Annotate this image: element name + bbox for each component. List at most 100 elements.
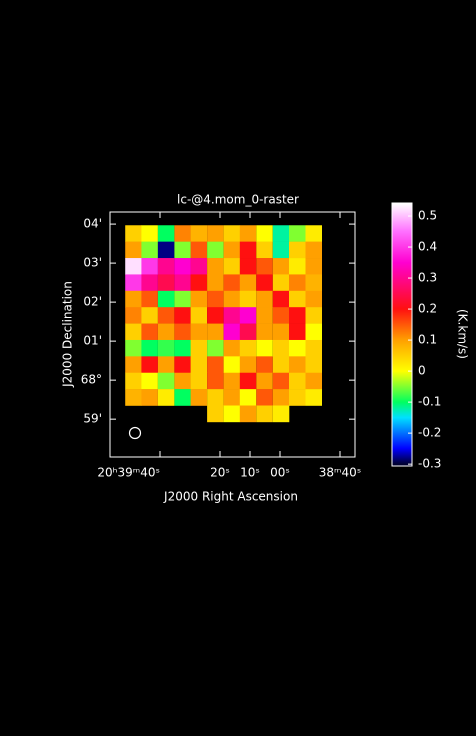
colorbar-slice [392,451,412,453]
raster-cell [289,339,306,357]
raster-cell [207,274,224,292]
colorbar-slice [392,262,412,264]
colorbar-slice [392,241,412,243]
raster-cell [125,339,142,357]
raster-cell [223,290,241,308]
raster-cell [272,339,290,357]
raster-cell [174,356,191,374]
colorbar-slice [392,394,412,396]
colorbar-tick-label: -0.2 [418,426,441,440]
raster-cell [223,225,241,242]
colorbar-slice [392,457,412,459]
raster-cell [289,274,306,292]
colorbar-slice [392,234,412,236]
beam [128,426,142,440]
colorbar-slice [392,436,412,438]
raster-cell [157,307,175,324]
raster-cell [239,405,257,423]
x-tick-label: 20ˢ [210,466,230,480]
colorbar-slice [392,403,412,405]
colorbar-slice [392,208,412,210]
colorbar-slice [392,239,412,241]
raster-cell [305,258,323,275]
colorbar-slice [392,253,412,255]
raster-cell [223,389,241,406]
raster-cell [256,274,273,292]
colorbar-slice [392,435,412,437]
colorbar-slice [392,212,412,214]
colorbar-slice [392,225,412,227]
colorbar-slice [392,285,412,287]
colorbar-slice [392,276,412,278]
colorbar-slice [392,311,412,313]
raster-cell [256,405,273,423]
raster-cell [207,405,224,423]
raster-cell [239,258,257,275]
raster-cell [272,405,290,423]
colorbar-slice [392,383,412,385]
raster-cell [190,274,208,292]
colorbar-tick-label: -0.3 [418,457,441,471]
colorbar-tick-label: 0 [418,364,426,378]
raster-cell [272,389,290,406]
colorbar-slice [392,416,412,418]
colorbar-slice [392,292,412,294]
raster-cell [174,241,191,259]
colorbar-slice [392,331,412,333]
colorbar-tick-label: 0.2 [418,302,437,316]
colorbar-slice [392,251,412,253]
raster-cell [157,290,175,308]
raster-cell [256,290,273,308]
raster-cell [289,389,306,406]
colorbar-slice [392,319,412,321]
colorbar-slice [392,382,412,384]
colorbar-slice [392,270,412,272]
colorbar-slice [392,462,412,464]
raster-cell [239,356,257,374]
raster-cell [239,372,257,390]
colorbar-slice [392,368,412,370]
colorbar-slice [392,288,412,290]
raster-cell [239,225,257,242]
raster-cell [256,372,273,390]
colorbar-slice [392,247,412,249]
colorbar-slice [392,317,412,319]
colorbar-slice [392,293,412,295]
colorbar-slice [392,330,412,332]
raster-cell [272,356,290,374]
colorbar-slice [392,391,412,393]
raster-cell [174,290,191,308]
colorbar-slice [392,373,412,375]
colorbar-slice [392,434,412,436]
colorbar-slice [392,361,412,363]
x-tick-label: 10ˢ [240,466,260,480]
colorbar-slice [392,279,412,281]
colorbar-slice [392,304,412,306]
colorbar-slice [392,221,412,223]
colorbar-slice [392,427,412,429]
colorbar-slice [392,366,412,368]
raster-cell [174,274,191,292]
raster-cell [207,339,224,357]
colorbar-slice [392,447,412,449]
raster-cell [141,258,158,275]
colorbar-slice [392,424,412,426]
colorbar-slice [392,362,412,364]
colorbar-slice [392,231,412,233]
colorbar-tick-label: 0.1 [418,333,437,347]
colorbar-slice [392,346,412,348]
raster-cell [272,258,290,275]
colorbar-slice [392,313,412,315]
colorbar-slice [392,325,412,327]
colorbar-slice [392,401,412,403]
colorbar-slice [392,411,412,413]
colorbar-tick-label: -0.1 [418,395,441,409]
colorbar-slice [392,244,412,246]
colorbar-slice [392,385,412,387]
colorbar-slice [392,332,412,334]
colorbar-slice [392,342,412,344]
raster-cell [256,225,273,242]
colorbar-slice [392,377,412,379]
raster-cell [289,307,306,324]
frame [109,211,356,458]
